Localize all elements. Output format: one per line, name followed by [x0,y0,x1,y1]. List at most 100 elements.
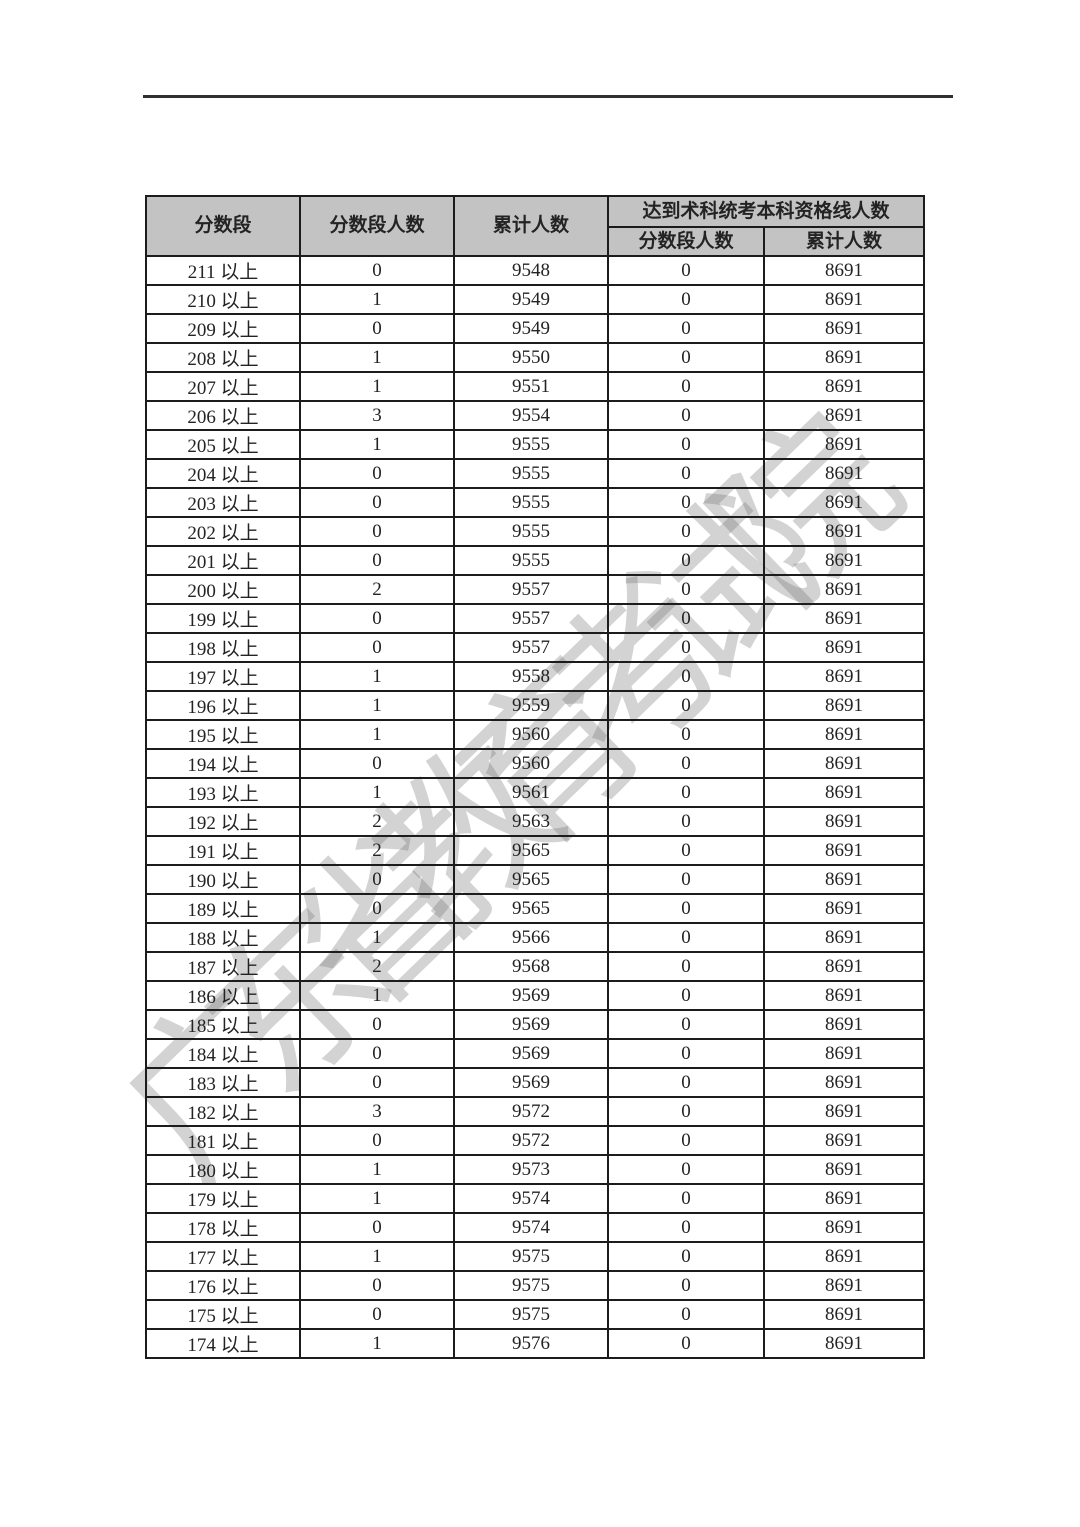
qualified-range-count-cell: 0 [607,719,765,750]
qualified-range-count-cell: 0 [607,922,765,953]
range-count-cell: 0 [299,1009,455,1040]
score-range-cell: 174 以上 [145,1328,301,1359]
qualified-range-count-cell: 0 [607,748,765,779]
table-row: 207 以上 1 9551 0 8691 [145,371,926,402]
qualified-cumulative-count-cell: 8691 [762,748,926,779]
cumulative-count-cell: 9557 [453,632,609,663]
range-count-cell: 0 [299,255,455,286]
cumulative-count-cell: 9575 [453,1241,609,1272]
range-count-cell: 0 [299,487,455,518]
range-count-cell: 1 [299,719,455,750]
qualified-range-count-cell: 0 [607,1154,765,1185]
qualified-cumulative-count-cell: 8691 [762,777,926,808]
qualified-range-count-cell: 0 [607,1125,765,1156]
range-count-cell: 0 [299,603,455,634]
cumulative-count-cell: 9566 [453,922,609,953]
table-row: 187 以上 2 9568 0 8691 [145,951,926,982]
score-range-cell: 185 以上 [145,1009,301,1040]
qualified-cumulative-count-cell: 8691 [762,1096,926,1127]
qualified-range-count-cell: 0 [607,777,765,808]
score-range-cell: 204 以上 [145,458,301,489]
range-count-cell: 0 [299,313,455,344]
qualified-range-count-cell: 0 [607,980,765,1011]
cumulative-count-cell: 9563 [453,806,609,837]
cumulative-count-cell: 9555 [453,458,609,489]
header-score-range: 分数段 [145,195,301,257]
table-row: 181 以上 0 9572 0 8691 [145,1125,926,1156]
qualified-range-count-cell: 0 [607,603,765,634]
score-range-cell: 191 以上 [145,835,301,866]
table-row: 176 以上 0 9575 0 8691 [145,1270,926,1301]
qualified-range-count-cell: 0 [607,1067,765,1098]
qualified-range-count-cell: 0 [607,1270,765,1301]
header-qualified-cumulative-count: 累计人数 [762,226,926,257]
table-row: 182 以上 3 9572 0 8691 [145,1096,926,1127]
score-range-cell: 194 以上 [145,748,301,779]
qualified-cumulative-count-cell: 8691 [762,864,926,895]
score-range-cell: 190 以上 [145,864,301,895]
qualified-cumulative-count-cell: 8691 [762,371,926,402]
cumulative-count-cell: 9555 [453,487,609,518]
qualified-cumulative-count-cell: 8691 [762,1241,926,1272]
qualified-cumulative-count-cell: 8691 [762,603,926,634]
table-row: 186 以上 1 9569 0 8691 [145,980,926,1011]
cumulative-count-cell: 9551 [453,371,609,402]
cumulative-count-cell: 9560 [453,748,609,779]
cumulative-count-cell: 9557 [453,603,609,634]
table-header: 分数段 分数段人数 累计人数 达到术科统考本科资格线人数 分数段人数 累计人数 [145,195,926,257]
score-range-cell: 180 以上 [145,1154,301,1185]
qualified-range-count-cell: 0 [607,545,765,576]
range-count-cell: 0 [299,1270,455,1301]
qualified-range-count-cell: 0 [607,806,765,837]
range-count-cell: 0 [299,632,455,663]
header-cumulative-count: 累计人数 [453,195,609,257]
qualified-cumulative-count-cell: 8691 [762,458,926,489]
qualified-range-count-cell: 0 [607,487,765,518]
table-row: 199 以上 0 9557 0 8691 [145,603,926,634]
qualified-cumulative-count-cell: 8691 [762,632,926,663]
cumulative-count-cell: 9575 [453,1270,609,1301]
score-range-cell: 200 以上 [145,574,301,605]
table-row: 177 以上 1 9575 0 8691 [145,1241,926,1272]
cumulative-count-cell: 9569 [453,1009,609,1040]
cumulative-count-cell: 9574 [453,1212,609,1243]
table-row: 195 以上 1 9560 0 8691 [145,719,926,750]
qualified-cumulative-count-cell: 8691 [762,951,926,982]
score-range-cell: 199 以上 [145,603,301,634]
qualified-cumulative-count-cell: 8691 [762,1125,926,1156]
header-row-1: 分数段 分数段人数 累计人数 达到术科统考本科资格线人数 [145,195,926,257]
score-range-cell: 186 以上 [145,980,301,1011]
table-row: 200 以上 2 9557 0 8691 [145,574,926,605]
qualified-cumulative-count-cell: 8691 [762,574,926,605]
table-row: 209 以上 0 9549 0 8691 [145,313,926,344]
range-count-cell: 0 [299,864,455,895]
cumulative-count-cell: 9557 [453,574,609,605]
table-row: 185 以上 0 9569 0 8691 [145,1009,926,1040]
score-range-cell: 201 以上 [145,545,301,576]
range-count-cell: 1 [299,690,455,721]
cumulative-count-cell: 9548 [453,255,609,286]
table-row: 205 以上 1 9555 0 8691 [145,429,926,460]
cumulative-count-cell: 9569 [453,980,609,1011]
qualified-range-count-cell: 0 [607,284,765,315]
cumulative-count-cell: 9569 [453,1067,609,1098]
qualified-range-count-cell: 0 [607,1038,765,1069]
score-range-cell: 206 以上 [145,400,301,431]
score-range-cell: 202 以上 [145,516,301,547]
qualified-range-count-cell: 0 [607,400,765,431]
cumulative-count-cell: 9569 [453,1038,609,1069]
score-range-cell: 203 以上 [145,487,301,518]
qualified-range-count-cell: 0 [607,313,765,344]
cumulative-count-cell: 9572 [453,1125,609,1156]
score-range-cell: 208 以上 [145,342,301,373]
qualified-range-count-cell: 0 [607,1328,765,1359]
cumulative-count-cell: 9561 [453,777,609,808]
score-range-cell: 182 以上 [145,1096,301,1127]
score-range-cell: 195 以上 [145,719,301,750]
qualified-cumulative-count-cell: 8691 [762,545,926,576]
cumulative-count-cell: 9574 [453,1183,609,1214]
cumulative-count-cell: 9555 [453,545,609,576]
page-header-rule [143,95,953,98]
table-row: 194 以上 0 9560 0 8691 [145,748,926,779]
table-row: 197 以上 1 9558 0 8691 [145,661,926,692]
